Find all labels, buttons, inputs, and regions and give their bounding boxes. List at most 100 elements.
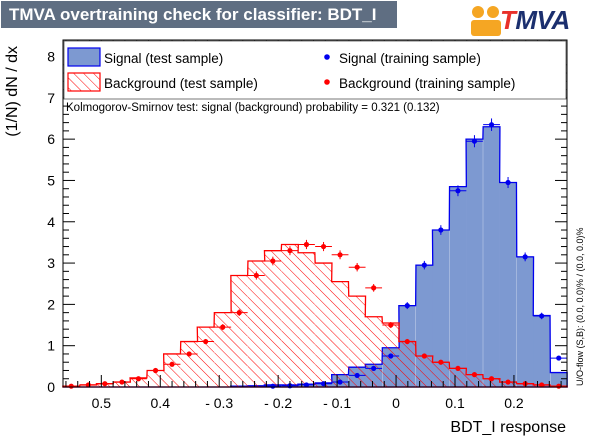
- x-tick-label: 0.1: [445, 395, 465, 411]
- signal-training-point: [505, 179, 511, 186]
- y-tick-label: 8: [47, 49, 55, 65]
- background-training-point: [253, 272, 259, 279]
- x-tick-label: - 0.1: [323, 395, 351, 411]
- y-tick-label: 2: [47, 296, 55, 312]
- background-training-point: [455, 365, 461, 372]
- y-tick-label: 7: [47, 90, 55, 106]
- background-training-point: [522, 381, 528, 387]
- background-training-point: [169, 361, 175, 367]
- tmva-logo: TMVA: [468, 2, 594, 40]
- background-training-point: [421, 353, 427, 359]
- background-test-bar: [365, 316, 383, 387]
- signal-training-point: [337, 379, 343, 385]
- overflow-label: U/O-flow (S,B): (0.0, 0.0)% / (0.0, 0.0)…: [575, 227, 585, 386]
- signal-training-point: [438, 227, 444, 233]
- background-test-bar: [415, 356, 433, 387]
- background-test-bar: [180, 341, 198, 387]
- y-tick-label: 0: [47, 379, 55, 395]
- background-training-point: [505, 379, 511, 385]
- x-tick-label: 0.5: [92, 395, 112, 411]
- signal-training-point: [488, 122, 495, 128]
- background-training-point: [371, 285, 377, 291]
- background-training-point: [236, 310, 242, 316]
- x-tick-label: - 0.2: [264, 395, 292, 411]
- legend-label: Signal (training sample): [339, 51, 481, 66]
- background-training-point: [354, 264, 360, 270]
- y-tick-label: 5: [47, 172, 55, 188]
- background-test-bar: [315, 263, 332, 387]
- background-test-bar: [483, 378, 500, 387]
- signal-test-bar: [533, 315, 551, 387]
- y-tick-label: 4: [47, 214, 55, 230]
- background-test-bar: [348, 296, 366, 387]
- x-axis-label: BDT_I response: [450, 419, 566, 436]
- signal-training-point: [455, 188, 461, 194]
- background-training-point: [388, 322, 394, 328]
- legend-box: [63, 40, 567, 100]
- legend-swatch-signal-test: [67, 47, 101, 67]
- legend-swatch-background-test: [67, 72, 101, 92]
- legend-label: Background (test sample): [104, 76, 258, 91]
- signal-training-point: [471, 138, 478, 144]
- background-training-point: [270, 258, 276, 264]
- y-axis-label: (1/N) dN / dx: [4, 46, 21, 137]
- page-title: TMVA overtraining check for classifier: …: [1, 1, 397, 28]
- background-training-point: [152, 367, 159, 374]
- background-test-bar: [264, 250, 282, 387]
- signal-test-bar: [499, 182, 517, 387]
- x-tick-label: 0.4: [151, 395, 171, 411]
- background-test-bar: [197, 327, 215, 387]
- background-training-point: [220, 324, 226, 330]
- y-tick-label: 3: [47, 255, 55, 271]
- legend-marker-background-marker: [324, 79, 330, 85]
- signal-test-bar: [550, 372, 568, 387]
- legend-label: Background (training sample): [339, 76, 515, 91]
- signal-training-point: [270, 383, 276, 389]
- background-training-point: [102, 381, 108, 387]
- signal-training-point: [421, 262, 427, 268]
- background-training-point: [119, 379, 125, 385]
- logo-word: TMVA: [500, 5, 570, 35]
- background-test-bar: [147, 370, 164, 387]
- background-training-point: [303, 241, 310, 248]
- signal-training-point: [371, 365, 377, 372]
- background-training-point: [438, 359, 444, 365]
- background-test-bar: [298, 252, 315, 387]
- background-test-bar: [214, 312, 232, 387]
- background-training-point: [539, 382, 545, 388]
- background-training-point: [135, 376, 142, 382]
- background-test-bar: [247, 261, 265, 387]
- signal-training-point: [388, 353, 394, 359]
- y-tick-label: 1: [47, 338, 55, 354]
- ks-annotation: Kolmogorov-Smirnov test: signal (backgro…: [66, 102, 440, 114]
- x-tick-label: - 0.3: [205, 395, 233, 411]
- background-training-point: [203, 338, 209, 345]
- background-training-point: [556, 383, 562, 389]
- background-test-bar: [281, 244, 299, 387]
- signal-training-point: [522, 254, 528, 260]
- background-test-bar: [398, 341, 416, 387]
- background-training-point: [404, 338, 410, 345]
- x-tick-label: 0.2: [504, 395, 524, 411]
- signal-test-bar: [449, 186, 467, 387]
- signal-test-bar: [516, 256, 534, 387]
- background-training-point: [471, 372, 478, 378]
- legend-label: Signal (test sample): [104, 51, 223, 66]
- background-training-point: [186, 351, 192, 357]
- x-tick-label: 0: [392, 395, 400, 411]
- signal-training-point: [556, 355, 562, 361]
- signal-training-point: [404, 303, 410, 309]
- signal-test-bar: [432, 230, 450, 387]
- background-test-bar: [449, 368, 467, 387]
- background-test-bar: [163, 353, 181, 387]
- background-test-bar: [331, 281, 349, 387]
- legend-marker-signal-marker: [324, 54, 330, 60]
- background-training-point: [320, 243, 327, 250]
- background-test-bar: [432, 362, 450, 387]
- signal-test-bar: [466, 139, 483, 387]
- signal-training-point: [303, 382, 310, 388]
- signal-training-point: [539, 313, 545, 319]
- signal-test-bar: [483, 126, 500, 387]
- background-test-bar: [130, 377, 147, 387]
